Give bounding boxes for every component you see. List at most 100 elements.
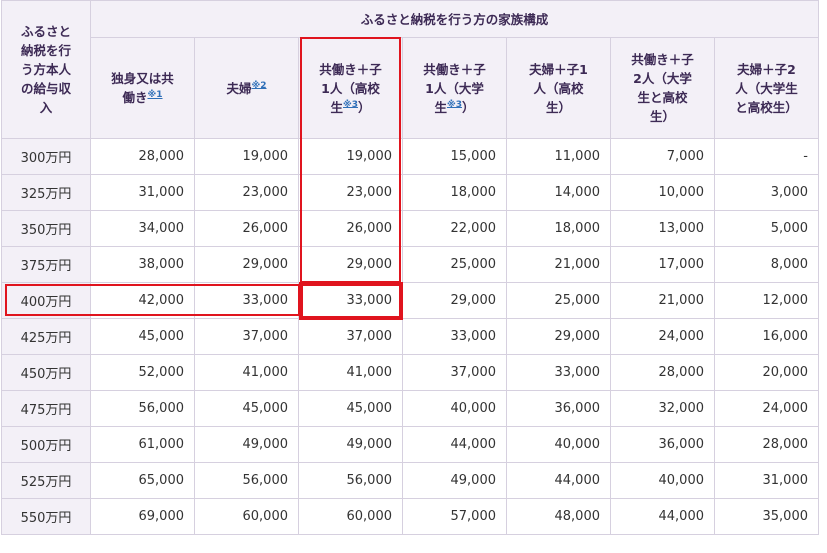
column-header-line: 働き※1 [95, 88, 190, 107]
limit-value-cell: 28,000 [714, 426, 819, 463]
limit-value-cell: 26,000 [298, 210, 403, 247]
income-cell: 350万円 [1, 210, 91, 247]
limit-value-cell: 33,000 [506, 354, 611, 391]
family-composition-header: ふるさと納税を行う方の家族構成 [90, 0, 819, 38]
limit-value-cell: 69,000 [90, 498, 195, 535]
column-header-line: 生※3） [407, 98, 502, 117]
limit-value-cell: 38,000 [90, 246, 195, 283]
table-row: 550万円 69,000 60,000 60,000 57,000 48,000 44,00… [1, 498, 819, 535]
column-header-line: 生※3） [303, 98, 398, 117]
limit-value-cell: 40,000 [506, 426, 611, 463]
column-header-text: 働き [122, 90, 148, 105]
limit-value-cell: 18,000 [402, 174, 507, 211]
table-row: 475万円 56,000 45,000 45,000 40,000 36,000 32,00… [1, 390, 819, 427]
income-cell: 375万円 [1, 246, 91, 283]
income-cell: 300万円 [1, 138, 91, 175]
limit-value-cell: 40,000 [402, 390, 507, 427]
footnote-link[interactable]: ※3 [342, 99, 358, 110]
column-header-line: 1人（高校 [321, 80, 380, 96]
limit-value-cell: 17,000 [610, 246, 715, 283]
corner-line: 入 [39, 100, 53, 115]
column-header-text: ） [462, 99, 475, 115]
limit-value-cell: 34,000 [90, 210, 195, 247]
limit-value-cell: 14,000 [506, 174, 611, 211]
limit-value-cell: 33,000 [194, 282, 299, 319]
furusato-tax-table: ふるさと 納税を行 う方本人 の給与収 入 ふるさと納税を行う方の家族構成 独身… [1, 0, 819, 535]
footnote-link[interactable]: ※3 [446, 99, 462, 110]
income-cell: 450万円 [1, 354, 91, 391]
table-row: 375万円 38,000 29,000 29,000 25,000 21,000 17,00… [1, 246, 819, 283]
column-header-line: 生と高校 [637, 90, 688, 105]
column-header-line: 共働き＋子 [423, 61, 486, 77]
income-cell: 325万円 [1, 174, 91, 211]
footnote-link[interactable]: ※2 [251, 80, 267, 91]
column-header: 共働き＋子 1人（高校生※3） [298, 37, 403, 139]
limit-value-cell: 56,000 [90, 390, 195, 427]
limit-value-cell: 10,000 [610, 174, 715, 211]
column-header-line: 1人（大学 [425, 80, 484, 96]
limit-value-cell: 25,000 [506, 282, 611, 319]
limit-value-cell: 60,000 [194, 498, 299, 535]
column-header-text: 夫婦 [226, 80, 252, 96]
limit-value-cell: 3,000 [714, 174, 819, 211]
income-cell: 525万円 [1, 462, 91, 499]
limit-value-cell: 12,000 [714, 282, 819, 319]
table-row: 300万円 28,000 19,000 19,000 15,000 11,000 7,000… [1, 138, 819, 175]
table-row: 400万円 42,000 33,000 33,000 29,000 25,000 21,00… [1, 282, 819, 319]
limit-value-cell: 11,000 [506, 138, 611, 175]
column-header: 夫婦※2 [194, 37, 299, 139]
column-header-line: 人（高校 [533, 80, 584, 96]
column-header-line: 夫婦＋子2 [737, 61, 796, 77]
column-header-line: 共働き＋子 [631, 52, 694, 67]
limit-value-cell: 36,000 [506, 390, 611, 427]
limit-value-cell: 40,000 [610, 462, 715, 499]
limit-value-cell: 21,000 [506, 246, 611, 283]
limit-value-cell: 16,000 [714, 318, 819, 355]
limit-value-cell: 35,000 [714, 498, 819, 535]
corner-line: の給与収 [20, 81, 71, 96]
limit-value-cell: 56,000 [298, 462, 403, 499]
limit-value-cell: 44,000 [402, 426, 507, 463]
table-body: 300万円 28,000 19,000 19,000 15,000 11,000 7,000… [1, 138, 819, 535]
column-header-line: 2人（大学 [633, 71, 692, 86]
limit-value-cell: 48,000 [506, 498, 611, 535]
column-header: 共働き＋子 1人（大学生※3） [402, 37, 507, 139]
limit-value-cell: 19,000 [194, 138, 299, 175]
limit-value-cell: 23,000 [298, 174, 403, 211]
limit-value-cell: 42,000 [90, 282, 195, 319]
footnote-link[interactable]: ※1 [147, 89, 163, 100]
column-header-line: 共働き＋子 [319, 61, 382, 77]
limit-value-cell: 45,000 [298, 390, 403, 427]
limit-value-cell: 5,000 [714, 210, 819, 247]
limit-value-cell: 8,000 [714, 246, 819, 283]
limit-value-cell: 37,000 [402, 354, 507, 391]
income-cell: 425万円 [1, 318, 91, 355]
column-header-text: 生 [434, 99, 447, 115]
limit-value-cell: 33,000 [298, 282, 403, 319]
limit-value-cell: 49,000 [194, 426, 299, 463]
column-header-line: と高校生） [735, 99, 798, 115]
column-header-text: 生 [330, 99, 343, 115]
limit-value-cell: 49,000 [298, 426, 403, 463]
limit-value-cell: 23,000 [194, 174, 299, 211]
column-header: 共働き＋子 2人（大学 生と高校 生） [610, 37, 715, 139]
limit-value-cell: 44,000 [610, 498, 715, 535]
limit-value-cell: 24,000 [714, 390, 819, 427]
limit-value-cell: 31,000 [714, 462, 819, 499]
limit-value-cell: 45,000 [90, 318, 195, 355]
table-row: 325万円 31,000 23,000 23,000 18,000 14,000 10,00… [1, 174, 819, 211]
column-header-line: 生） [545, 99, 571, 115]
column-header-line: 夫婦＋子1 [529, 61, 588, 77]
limit-value-cell: 45,000 [194, 390, 299, 427]
limit-value-cell: 61,000 [90, 426, 195, 463]
limit-value-cell: 29,000 [194, 246, 299, 283]
limit-value-cell: 29,000 [402, 282, 507, 319]
limit-value-cell: 65,000 [90, 462, 195, 499]
limit-value-cell: 41,000 [298, 354, 403, 391]
limit-value-cell: 36,000 [610, 426, 715, 463]
table-row: 450万円 52,000 41,000 41,000 37,000 33,000 28,00… [1, 354, 819, 391]
column-header: 夫婦＋子1 人（高校生） [506, 37, 611, 139]
limit-value-cell: 7,000 [610, 138, 715, 175]
limit-value-cell: - [714, 138, 819, 175]
column-header-text: ） [358, 99, 371, 115]
